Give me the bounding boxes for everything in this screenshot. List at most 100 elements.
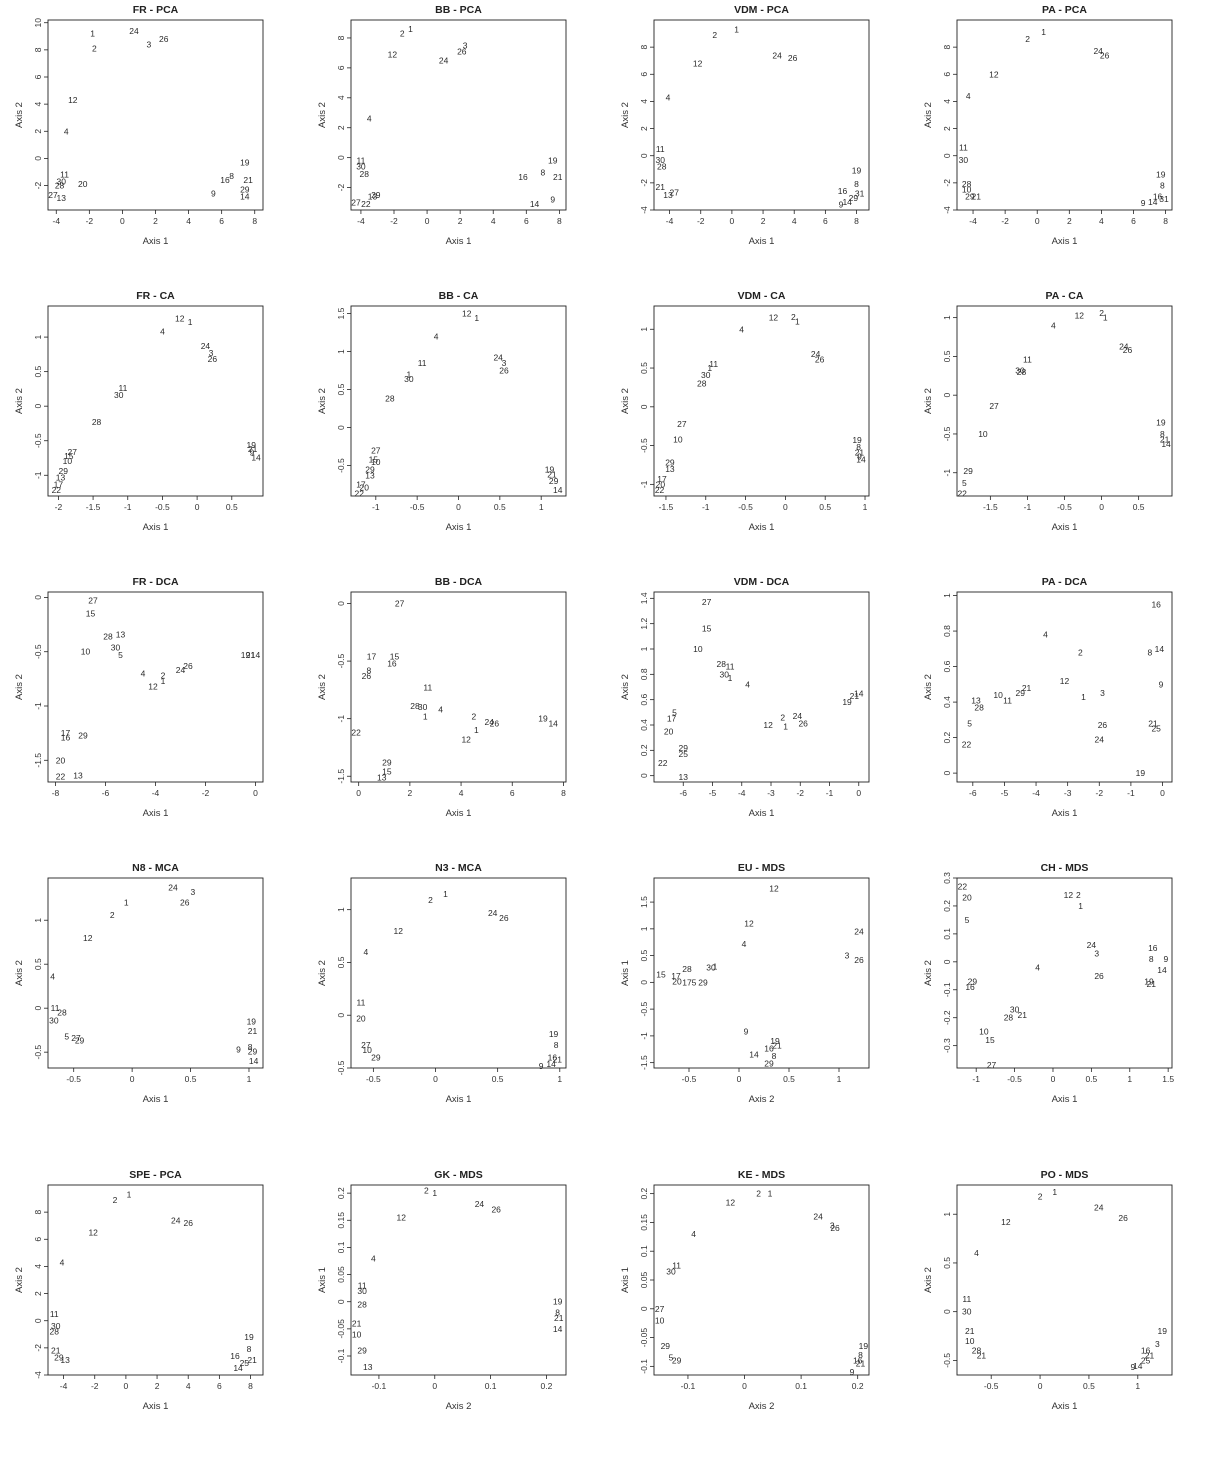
y-tick-label: 0 [33, 1006, 43, 1011]
site-point-label: 1 [432, 1188, 437, 1198]
y-tick-label: -1 [33, 702, 43, 710]
x-axis-label: Axis 2 [749, 1401, 775, 1412]
chart-title: PO - MDS [1041, 1169, 1089, 1181]
site-point-label: 10 [979, 1027, 989, 1037]
y-tick-label: 0.5 [336, 956, 346, 968]
site-point-label: 21 [51, 1346, 61, 1356]
site-point-label: 8 [772, 1051, 777, 1061]
x-tick-label: 6 [510, 788, 515, 798]
site-point-label: 28 [103, 632, 113, 642]
y-tick-label: 0.1 [336, 1241, 346, 1253]
site-point-label: 28 [92, 417, 102, 427]
site-point-label: 20 [656, 479, 666, 489]
site-point-label: 25 [1141, 1355, 1151, 1365]
site-point-label: 27 [371, 445, 381, 455]
site-point-label: 12 [148, 681, 158, 691]
site-point-label: 12 [763, 720, 773, 730]
y-tick-label: -1 [33, 471, 43, 479]
site-point-label: 29 [365, 464, 375, 474]
site-point-label: 29 [963, 466, 973, 476]
site-point-label: 21 [246, 650, 256, 660]
site-point-label: 29 [59, 466, 69, 476]
chart-title: SPE - PCA [129, 1169, 182, 1181]
x-axis-label: Axis 1 [446, 522, 472, 533]
site-point-label: 22 [361, 199, 371, 209]
site-point-label: 2 [424, 1185, 429, 1195]
site-point-label: 2 [428, 895, 433, 905]
x-tick-label: -1.5 [983, 502, 998, 512]
site-point-label: 11 [60, 170, 69, 180]
y-tick-label: 0.1 [942, 928, 952, 940]
site-point-label: 14 [1133, 1361, 1143, 1371]
site-point-label: 14 [1148, 197, 1158, 207]
y-tick-label: 0.5 [942, 350, 952, 362]
x-tick-label: 0 [356, 788, 361, 798]
site-point-label: 19 [246, 440, 256, 450]
scatter-plot: VDM - DCA -6 -5 -4 -3 -2 -1 0 0 0.2 0.4 0.6 0.8 1 1.2 1… [620, 576, 870, 819]
site-point-label: 19 [1144, 976, 1154, 986]
site-point-label: 5 [118, 650, 123, 660]
y-tick-label: 8 [639, 45, 649, 50]
x-tick-label: 0.5 [494, 502, 506, 512]
x-tick-label: -2 [697, 216, 705, 226]
y-tick-label: 0.5 [33, 958, 43, 970]
chart-panel: CH - MDS -1 -0.5 0 0.5 1 1.5 -0.3 -0.2 -0.1 0 0.1 0.… [909, 858, 1212, 1152]
y-tick-label: -0.3 [942, 1038, 952, 1053]
x-axis-label: Axis 1 [749, 808, 775, 819]
x-tick-label: -2 [1095, 788, 1103, 798]
site-point-label: 22 [962, 740, 972, 750]
x-tick-label: 1 [1127, 1074, 1132, 1084]
chart-title: FR - PCA [133, 4, 179, 16]
site-point-label: 9 [839, 200, 844, 210]
site-point-label: 15 [86, 609, 96, 619]
site-point-label: 20 [962, 893, 972, 903]
y-tick-label: -0.5 [942, 1353, 952, 1368]
site-point-label: 14 [530, 199, 540, 209]
chart-title: VDM - DCA [734, 576, 790, 588]
y-tick-label: 2 [33, 1291, 43, 1296]
site-point-label: 26 [815, 355, 825, 365]
site-point-label: 8 [856, 442, 861, 452]
x-tick-label: -2 [390, 216, 398, 226]
site-point-label: 15 [390, 651, 400, 661]
x-tick-label: -6 [679, 788, 687, 798]
site-point-label: 29 [665, 458, 675, 468]
site-point-label: 19 [538, 714, 548, 724]
y-tick-label: 0.2 [336, 1187, 346, 1199]
site-point-label: 15 [382, 767, 392, 777]
site-point-label: 21 [1018, 1010, 1028, 1020]
x-axis-label: Axis 1 [446, 236, 472, 247]
site-point-label: 29 [698, 977, 708, 987]
site-point-label: 4 [966, 91, 971, 101]
x-tick-label: -3 [767, 788, 775, 798]
site-point-label: 30 [114, 390, 124, 400]
y-tick-label: 0.2 [639, 1187, 649, 1199]
site-point-label: 29 [549, 476, 559, 486]
site-point-label: 20 [356, 1013, 366, 1023]
chart-title: BB - PCA [435, 4, 482, 16]
x-tick-label: 0 [730, 216, 735, 226]
site-point-label: 17 [667, 714, 677, 724]
plot-frame [956, 1184, 1173, 1376]
site-point-label: 25 [679, 749, 689, 759]
site-point-label: 16 [387, 658, 397, 668]
y-axis-label: Axis 2 [923, 674, 934, 700]
site-point-label: 21 [553, 1055, 563, 1065]
site-point-label: 3 [845, 951, 850, 961]
y-tick-label: 4 [33, 102, 43, 107]
site-point-label: 21 [1148, 718, 1158, 728]
site-point-label: 1 [423, 711, 428, 721]
site-point-label: 1 [1081, 692, 1086, 702]
site-point-label: 1 [713, 961, 718, 971]
x-tick-label: 6 [217, 1381, 222, 1391]
site-point-label: 24 [475, 1199, 485, 1209]
chart-panel: PA - CA -1.5 -1 -0.5 0 0.5 -1 -0.5 0 0.5 1 Axis 1 Ax… [909, 286, 1212, 580]
y-axis-label: Axis 2 [620, 674, 631, 700]
chart-title: PA - CA [1046, 290, 1084, 302]
site-point-label: 9 [250, 447, 255, 457]
site-point-label: 29 [54, 1352, 64, 1362]
y-tick-label: 6 [336, 65, 346, 70]
site-point-label: 26 [183, 1218, 193, 1228]
site-point-label: 27 [987, 1060, 997, 1070]
